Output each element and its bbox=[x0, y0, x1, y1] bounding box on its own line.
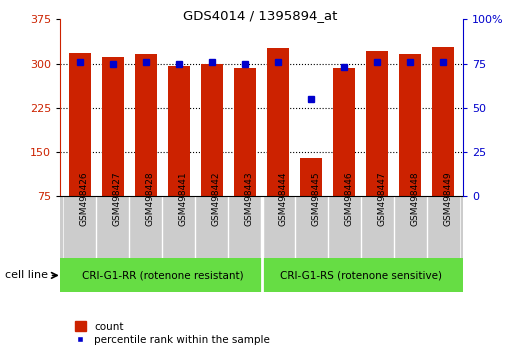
Bar bbox=[300, 158, 322, 196]
Bar bbox=[69, 53, 90, 196]
Text: CRI-G1-RR (rotenone resistant): CRI-G1-RR (rotenone resistant) bbox=[82, 270, 243, 280]
FancyBboxPatch shape bbox=[63, 196, 96, 258]
FancyBboxPatch shape bbox=[360, 196, 393, 258]
Bar bbox=[400, 54, 421, 196]
Bar bbox=[333, 68, 355, 196]
FancyBboxPatch shape bbox=[229, 196, 262, 258]
Text: CRI-G1-RS (rotenone sensitive): CRI-G1-RS (rotenone sensitive) bbox=[279, 270, 441, 280]
FancyBboxPatch shape bbox=[294, 196, 327, 258]
Text: GSM498444: GSM498444 bbox=[278, 171, 287, 225]
FancyBboxPatch shape bbox=[393, 196, 427, 258]
Text: GSM498442: GSM498442 bbox=[212, 171, 221, 225]
Bar bbox=[201, 64, 223, 196]
FancyBboxPatch shape bbox=[262, 196, 294, 258]
Bar bbox=[234, 68, 256, 196]
FancyBboxPatch shape bbox=[196, 196, 229, 258]
Text: GSM498445: GSM498445 bbox=[311, 171, 320, 225]
Text: GSM498428: GSM498428 bbox=[146, 171, 155, 225]
Bar bbox=[102, 57, 123, 196]
Text: GSM498443: GSM498443 bbox=[245, 171, 254, 225]
Bar bbox=[168, 66, 190, 196]
Bar bbox=[267, 48, 289, 196]
Text: GSM498449: GSM498449 bbox=[443, 171, 452, 225]
Text: GSM498426: GSM498426 bbox=[80, 171, 89, 225]
FancyBboxPatch shape bbox=[163, 196, 196, 258]
Text: GSM498446: GSM498446 bbox=[344, 171, 353, 225]
Text: GSM498447: GSM498447 bbox=[377, 171, 386, 225]
Text: GDS4014 / 1395894_at: GDS4014 / 1395894_at bbox=[183, 9, 337, 22]
Bar bbox=[135, 54, 157, 196]
Bar bbox=[366, 51, 388, 196]
Legend: count, percentile rank within the sample: count, percentile rank within the sample bbox=[73, 319, 272, 347]
Text: GSM498441: GSM498441 bbox=[179, 171, 188, 225]
FancyBboxPatch shape bbox=[427, 196, 460, 258]
Bar bbox=[433, 47, 454, 196]
Text: GSM498427: GSM498427 bbox=[113, 171, 122, 225]
Text: GSM498448: GSM498448 bbox=[410, 171, 419, 225]
Text: cell line: cell line bbox=[5, 270, 48, 280]
FancyBboxPatch shape bbox=[96, 196, 130, 258]
FancyBboxPatch shape bbox=[327, 196, 360, 258]
FancyBboxPatch shape bbox=[130, 196, 163, 258]
